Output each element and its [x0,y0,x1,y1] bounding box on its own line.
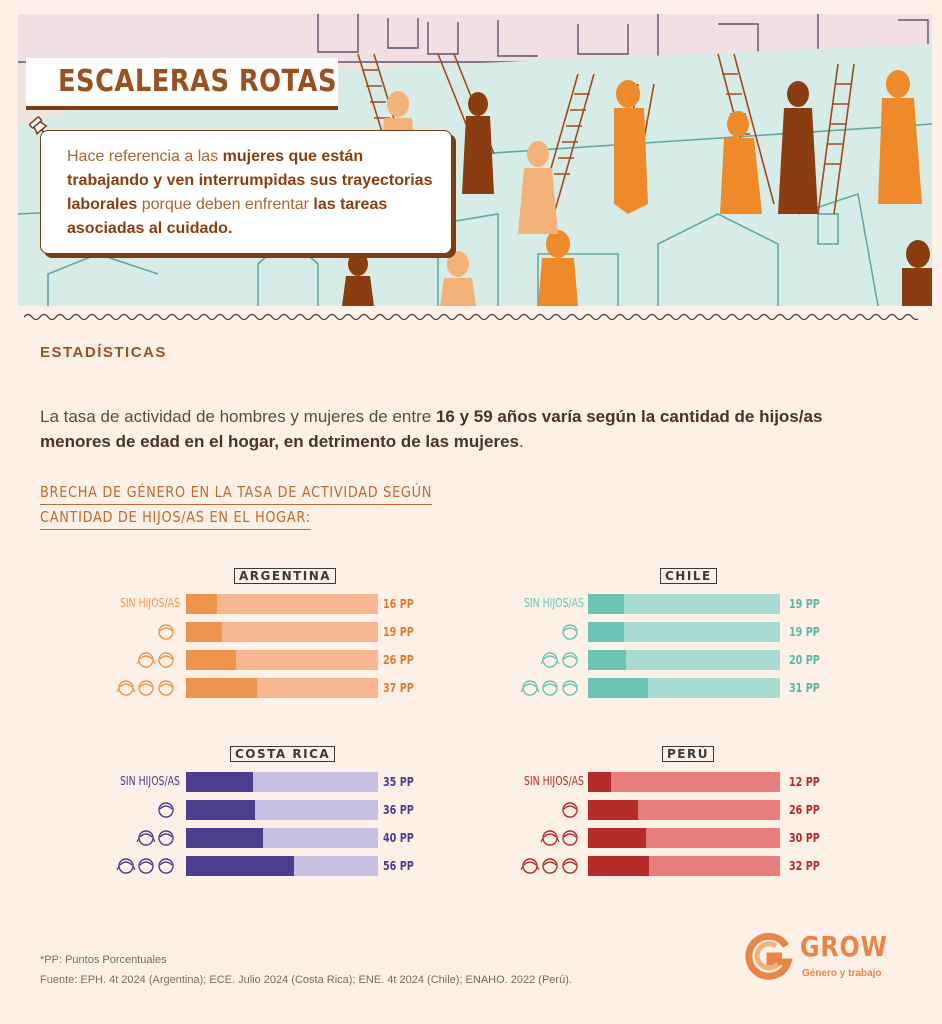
bar-track-costa-rica-1 [186,800,378,820]
bar-track-costa-rica-0 [186,772,378,792]
children-icon-argentina-2 [136,652,180,673]
bar-peru-1 [588,800,638,820]
footer: *PP: Puntos Porcentuales Fuente: EPH. 4t… [40,950,572,990]
chart-subtitle: BRECHA DE GÉNERO EN LA TASA DE ACTIVIDAD… [40,480,496,530]
bar-value-chile-0: 19 PP [789,597,820,611]
section-title: ESTADÍSTICAS [40,344,167,361]
children-icon-costa-rica-1 [156,802,180,823]
country-label-argentina: ARGENTINA [234,568,337,584]
bar-value-peru-1: 26 PP [789,803,820,817]
logo-tagline: Género y trabajo [802,968,882,979]
hero-title-box: ESCALERAS ROTAS [26,58,338,110]
definition-text: Hace referencia a las mujeres que están … [67,148,433,237]
bar-track-peru-3 [588,856,780,876]
bar-value-argentina-3: 37 PP [383,681,414,695]
bar-value-chile-1: 19 PP [789,625,820,639]
bar-peru-3 [588,856,649,876]
logo-name: GROW [800,930,888,963]
bar-value-costa-rica-3: 56 PP [383,859,414,873]
country-label-peru: PERÚ [662,746,714,762]
bar-track-chile-0 [588,594,780,614]
bar-peru-2 [588,828,646,848]
bar-track-argentina-1 [186,622,378,642]
bar-chile-3 [588,678,648,698]
grow-logo: GROW Género y trabajo [742,930,892,986]
bar-value-chile-3: 31 PP [789,681,820,695]
children-icon-costa-rica-3 [116,858,180,879]
wavy-divider [24,313,918,321]
bar-value-argentina-0: 16 PP [383,597,414,611]
row-label-costa-rica-sin-hijos: SIN HIJOS/AS [119,774,180,788]
chart-subtitle-line2: CANTIDAD DE HIJOS/AS EN EL HOGAR: [40,505,311,530]
children-icon-argentina-3 [116,680,180,701]
children-icon-peru-2 [540,830,584,851]
footnote: *PP: Puntos Porcentuales [40,954,167,966]
definition-card: Hace referencia a las mujeres que están … [40,130,452,254]
bar-argentina-0 [186,594,217,614]
bar-costa-rica-1 [186,800,255,820]
bar-track-peru-0 [588,772,780,792]
bar-value-peru-0: 12 PP [789,775,820,789]
children-icon-peru-3 [520,858,584,879]
bar-track-costa-rica-3 [186,856,378,876]
bar-track-peru-2 [588,828,780,848]
children-icon-peru-1 [560,802,584,823]
bar-costa-rica-2 [186,828,263,848]
bar-chile-1 [588,622,624,642]
bar-value-argentina-1: 19 PP [383,625,414,639]
bar-track-chile-3 [588,678,780,698]
source-note: Fuente: EPH. 4t 2024 (Argentina); ECE. J… [40,974,572,986]
bar-value-costa-rica-1: 36 PP [383,803,414,817]
intro-text: La tasa de actividad de hombres y mujere… [40,407,823,451]
bar-argentina-3 [186,678,257,698]
row-label-chile-sin-hijos: SIN HIJOS/AS [523,596,584,610]
bar-value-costa-rica-2: 40 PP [383,831,414,845]
bar-track-peru-1 [588,800,780,820]
row-label-peru-sin-hijos: SIN HIJOS/AS [523,774,584,788]
bar-track-chile-1 [588,622,780,642]
bar-value-argentina-2: 26 PP [383,653,414,667]
bar-track-costa-rica-2 [186,828,378,848]
children-icon-chile-3 [520,680,584,701]
bar-value-costa-rica-0: 35 PP [383,775,414,789]
hero-illustration: ESCALERAS ROTAS [18,14,932,306]
grow-logo-icon [745,932,793,980]
bar-argentina-2 [186,650,236,670]
chart-subtitle-line1: BRECHA DE GÉNERO EN LA TASA DE ACTIVIDAD… [40,480,433,505]
country-label-chile: CHILE [660,568,717,584]
bar-argentina-1 [186,622,222,642]
bar-peru-0 [588,772,611,792]
row-label-argentina-sin-hijos: SIN HIJOS/AS [119,596,180,610]
bar-costa-rica-0 [186,772,253,792]
children-icon-chile-2 [540,652,584,673]
bar-track-chile-2 [588,650,780,670]
bar-costa-rica-3 [186,856,294,876]
bar-chile-2 [588,650,626,670]
country-label-costa-rica: COSTA RICA [230,746,336,762]
bar-track-argentina-2 [186,650,378,670]
bar-value-peru-3: 32 PP [789,859,820,873]
bar-value-peru-2: 30 PP [789,831,820,845]
children-icon-chile-1 [560,624,584,645]
bar-chile-0 [588,594,624,614]
bar-track-argentina-3 [186,678,378,698]
children-icon-argentina-1 [156,624,180,645]
children-icon-costa-rica-2 [136,830,180,851]
hero-title: ESCALERAS ROTAS [58,64,337,99]
bar-value-chile-2: 20 PP [789,653,820,667]
bar-track-argentina-0 [186,594,378,614]
